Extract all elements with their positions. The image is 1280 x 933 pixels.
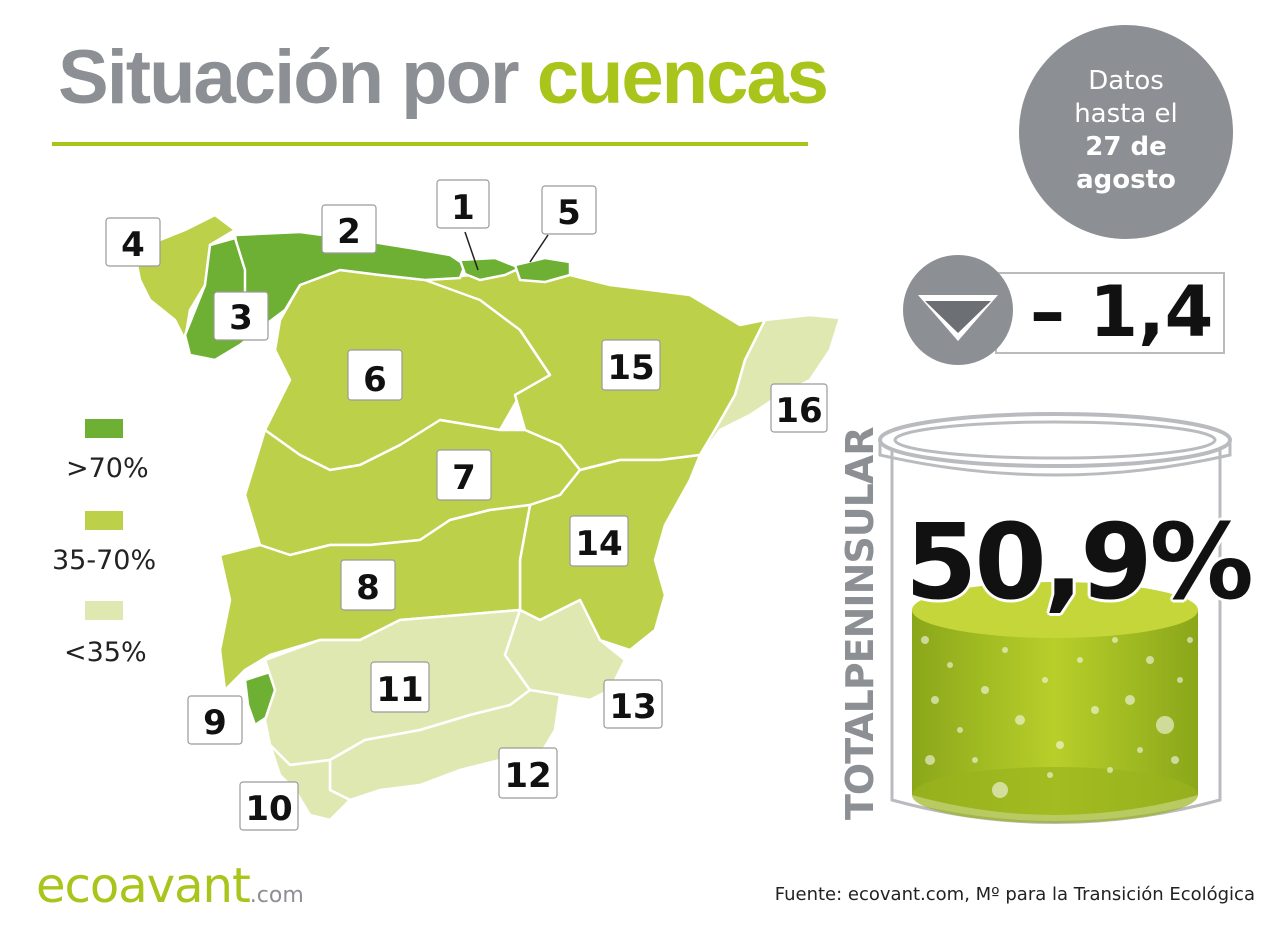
reservoir-liquid (912, 610, 1198, 815)
change-value: – 1,4 (1030, 271, 1214, 353)
basin-label-11: 11 (370, 661, 430, 713)
basin-label-2: 2 (321, 204, 377, 254)
basin-number-6: 6 (363, 360, 387, 400)
legend-label-high: >70% (66, 453, 149, 484)
basin-label-12: 12 (498, 747, 558, 799)
legend-label-low: <35% (64, 637, 147, 668)
basin-label-16: 16 (770, 383, 828, 433)
basin-label-3: 3 (213, 291, 269, 341)
basin-number-4: 4 (121, 225, 145, 265)
legend-swatch-high (85, 419, 123, 438)
basin-number-13: 13 (609, 687, 656, 727)
basin-number-9: 9 (203, 703, 227, 743)
basin-number-14: 14 (575, 524, 622, 564)
legend-swatch-low (85, 601, 123, 620)
basin-region-12 (328, 688, 562, 802)
date-line3: 27 de (1085, 132, 1167, 162)
basin-label-1: 1 (436, 179, 490, 229)
down-arrow-badge (903, 255, 1013, 365)
date-line1: Datos (1088, 66, 1164, 96)
title-underline (52, 142, 808, 146)
basin-region-5 (513, 256, 572, 284)
basin-label-7: 7 (436, 449, 492, 501)
total-peninsular-label: TOTALPENINSULAR (838, 427, 882, 820)
basin-number-12: 12 (504, 756, 551, 796)
total-percentage: 50,9% (905, 501, 1254, 623)
basin-label-9: 9 (187, 695, 243, 745)
date-badge: Datos hasta el 27 de agosto (1019, 25, 1233, 239)
date-line4: agosto (1076, 165, 1176, 195)
bubbles (921, 636, 1193, 798)
source-credit: Fuente: ecovant.com, Mº para la Transici… (774, 884, 1255, 905)
reservoir-liquid-surface (912, 582, 1198, 638)
basin-number-15: 15 (607, 348, 654, 388)
basin-label-8: 8 (340, 559, 396, 611)
basin-number-2: 2 (337, 212, 361, 252)
basin-number-8: 8 (356, 568, 380, 608)
title-part1: Situación por (58, 35, 520, 120)
page-title: Situación por cuencas (58, 40, 829, 116)
basin-number-10: 10 (245, 789, 292, 829)
logo-name: ecoavant (36, 858, 251, 914)
basin-label-13: 13 (603, 679, 663, 729)
basin-number-1: 1 (451, 188, 475, 228)
ecoavant-logo: ecoavant.com (36, 858, 304, 914)
basin-label-10: 10 (239, 781, 299, 831)
basin-number-11: 11 (376, 670, 423, 710)
basin-number-3: 3 (229, 298, 253, 338)
basin-number-16: 16 (775, 391, 822, 431)
down-arrow-icon (918, 295, 998, 341)
basin-label-5: 5 (541, 185, 597, 235)
basin-region-16 (698, 313, 842, 457)
logo-suffix: .com (249, 883, 304, 908)
basin-label-14: 14 (569, 515, 629, 567)
basin-label-4: 4 (105, 217, 161, 267)
legend-swatch-mid (85, 511, 123, 530)
change-box (995, 272, 1225, 354)
date-line2: hasta el (1074, 99, 1178, 129)
basin-label-6: 6 (347, 349, 403, 401)
title-part2: cuencas (536, 35, 829, 120)
legend-label-mid: 35-70% (52, 545, 157, 576)
basin-number-5: 5 (557, 193, 581, 233)
basin-number-7: 7 (452, 458, 476, 498)
basin-label-15: 15 (601, 339, 661, 391)
